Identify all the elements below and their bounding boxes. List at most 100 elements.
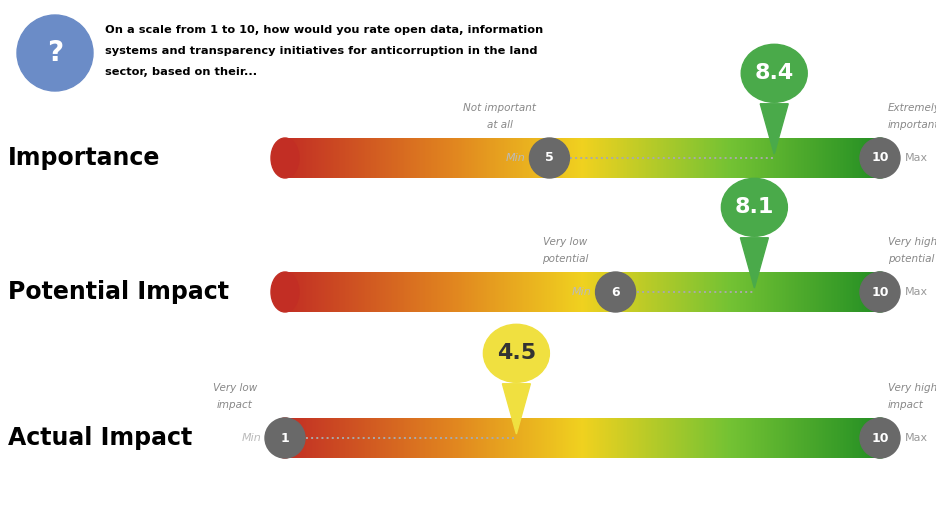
Bar bbox=[291, 272, 293, 312]
Bar bbox=[673, 418, 675, 458]
Bar bbox=[675, 272, 677, 312]
Bar bbox=[471, 272, 473, 312]
Bar bbox=[807, 138, 809, 178]
Bar bbox=[813, 418, 815, 458]
Circle shape bbox=[860, 418, 900, 458]
Bar bbox=[347, 418, 349, 458]
Bar bbox=[463, 138, 465, 178]
Bar bbox=[532, 272, 534, 312]
Bar bbox=[865, 272, 867, 312]
Bar bbox=[877, 418, 879, 458]
Bar bbox=[319, 272, 321, 312]
Bar bbox=[676, 418, 679, 458]
Bar bbox=[459, 272, 461, 312]
Bar bbox=[499, 418, 501, 458]
Bar bbox=[447, 272, 449, 312]
Bar bbox=[566, 272, 568, 312]
Bar bbox=[831, 138, 833, 178]
Bar bbox=[336, 418, 338, 458]
Bar bbox=[657, 138, 659, 178]
Bar bbox=[716, 272, 718, 312]
Bar bbox=[854, 418, 856, 458]
Bar bbox=[596, 418, 598, 458]
Bar bbox=[592, 272, 595, 312]
Bar bbox=[594, 272, 596, 312]
Bar bbox=[291, 138, 293, 178]
Bar bbox=[662, 138, 664, 178]
Text: Min: Min bbox=[572, 287, 592, 297]
Bar bbox=[597, 418, 599, 458]
Bar bbox=[804, 418, 806, 458]
Bar bbox=[709, 138, 711, 178]
Bar bbox=[778, 272, 780, 312]
Bar bbox=[549, 418, 551, 458]
Bar bbox=[665, 418, 667, 458]
Bar bbox=[350, 272, 353, 312]
Bar bbox=[733, 418, 735, 458]
Bar bbox=[350, 418, 353, 458]
Bar bbox=[566, 138, 568, 178]
Bar bbox=[680, 418, 682, 458]
Bar bbox=[730, 272, 732, 312]
Bar bbox=[718, 272, 720, 312]
Bar bbox=[713, 272, 715, 312]
Bar bbox=[680, 138, 681, 178]
Text: Max: Max bbox=[905, 287, 929, 297]
Bar bbox=[412, 272, 414, 312]
Text: Max: Max bbox=[905, 153, 929, 163]
Bar bbox=[504, 418, 505, 458]
Bar bbox=[451, 272, 454, 312]
Bar bbox=[405, 138, 407, 178]
Bar bbox=[846, 272, 848, 312]
Bar bbox=[650, 272, 651, 312]
Bar bbox=[534, 272, 535, 312]
Bar bbox=[390, 418, 392, 458]
Bar bbox=[377, 272, 379, 312]
Bar bbox=[339, 418, 341, 458]
Bar bbox=[685, 138, 687, 178]
Bar bbox=[691, 418, 693, 458]
Bar bbox=[640, 272, 642, 312]
Bar bbox=[718, 418, 720, 458]
Bar bbox=[724, 272, 725, 312]
Bar bbox=[571, 418, 573, 458]
Bar bbox=[435, 418, 437, 458]
Bar bbox=[783, 138, 785, 178]
Bar bbox=[491, 272, 494, 312]
Bar bbox=[581, 138, 583, 178]
Bar bbox=[455, 138, 457, 178]
Bar bbox=[592, 272, 593, 312]
Bar bbox=[680, 138, 682, 178]
Bar bbox=[596, 272, 598, 312]
Bar bbox=[398, 418, 400, 458]
Bar bbox=[798, 272, 800, 312]
Bar bbox=[720, 138, 722, 178]
Bar bbox=[650, 138, 651, 178]
Bar bbox=[786, 138, 788, 178]
Bar bbox=[519, 418, 520, 458]
Bar bbox=[489, 418, 490, 458]
Bar bbox=[426, 138, 429, 178]
Bar bbox=[380, 272, 382, 312]
Bar bbox=[368, 138, 371, 178]
Bar bbox=[647, 418, 649, 458]
Bar bbox=[639, 272, 641, 312]
Bar bbox=[763, 138, 765, 178]
Bar bbox=[607, 138, 609, 178]
Bar bbox=[560, 418, 563, 458]
Bar bbox=[393, 272, 396, 312]
Bar bbox=[340, 272, 342, 312]
Bar bbox=[840, 272, 841, 312]
Bar bbox=[402, 272, 404, 312]
Bar bbox=[587, 138, 589, 178]
Bar bbox=[637, 138, 639, 178]
Bar bbox=[618, 418, 621, 458]
Bar bbox=[488, 272, 490, 312]
Bar bbox=[822, 418, 824, 458]
Bar bbox=[438, 418, 440, 458]
Bar bbox=[373, 138, 374, 178]
Bar bbox=[528, 138, 530, 178]
Bar bbox=[306, 138, 308, 178]
Bar bbox=[582, 418, 584, 458]
Bar bbox=[458, 272, 460, 312]
